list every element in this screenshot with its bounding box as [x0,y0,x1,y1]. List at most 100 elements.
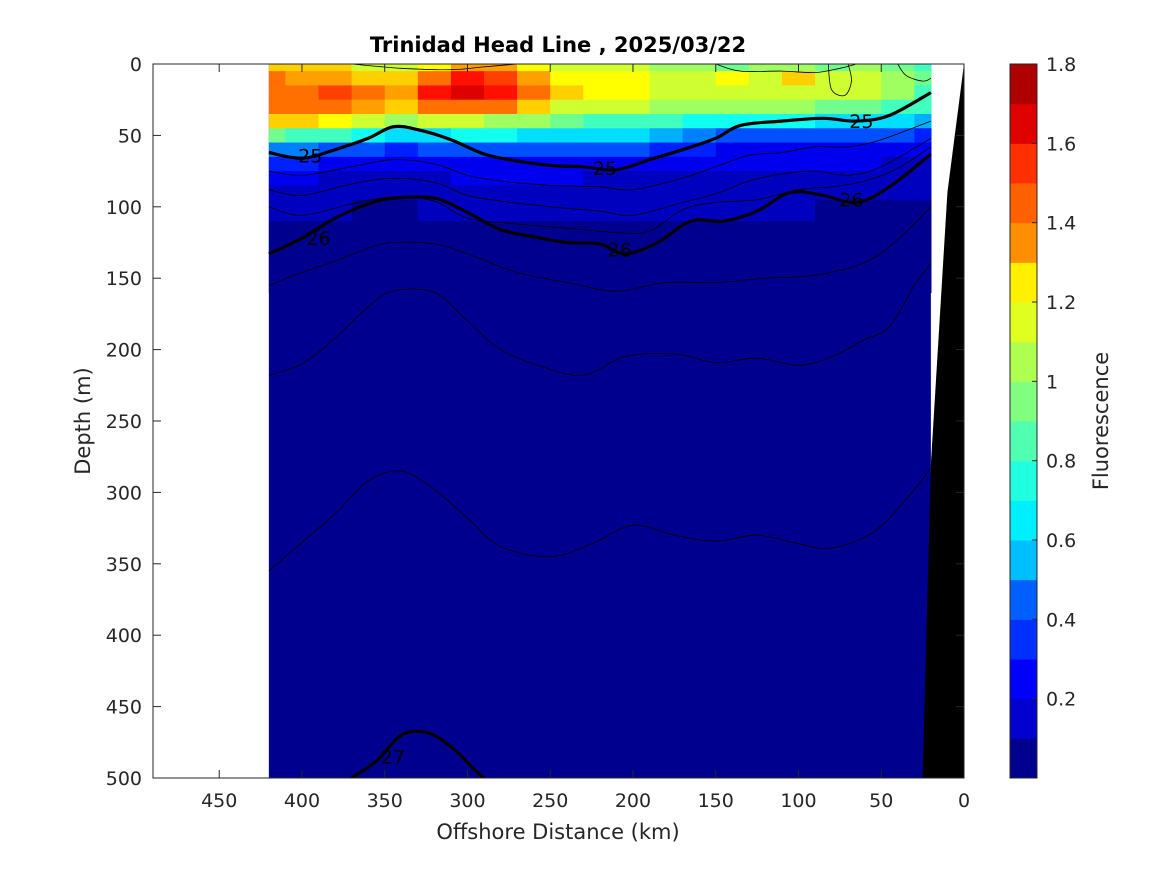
field-cell [748,185,783,201]
contour-label-group: 26 [839,190,863,212]
field-cell [384,99,419,115]
contour-label-group: 26 [306,228,330,250]
contour-label-group: 26 [608,240,632,262]
field-cell [417,99,452,115]
field-cell [881,71,915,87]
field-cell [268,64,287,72]
field-cell [815,256,849,294]
field-cell [815,128,849,144]
field-cell [384,71,419,87]
field-cell [318,128,353,144]
field-cell [682,221,717,258]
field-cell [450,71,485,87]
field-cell [517,71,551,87]
colorbar-band [1010,738,1037,779]
field-cell [815,142,849,158]
field-cell [583,221,618,258]
field-cell [914,199,932,222]
x-tick-label: 150 [698,790,734,812]
field-cell [848,71,882,87]
field-cell [682,256,717,294]
field-cell [550,128,584,144]
field-cell [914,185,932,201]
field-cell [616,99,651,115]
field-cell [450,256,485,294]
density-contour-minor [268,146,932,234]
field-cell [550,185,584,201]
colorbar-tick-label: 1 [1046,371,1058,393]
field-cell [285,156,320,172]
field-cell [781,256,816,294]
contour-label-group: 25 [593,158,617,180]
field-cell [815,156,849,172]
field-cell [384,113,419,129]
field-cell [384,221,419,258]
x-axis-label: Offshore Distance (km) [436,820,679,844]
field-cell [384,142,419,158]
x-tick-label: 300 [449,790,485,812]
field-cell [914,256,932,294]
field-cell [781,128,816,144]
colorbar-tick-label: 1.2 [1046,292,1076,314]
field-cell [848,99,882,115]
field-cell [848,256,882,294]
field-cell [384,256,419,294]
density-contour-minor [715,64,857,74]
field-cell [318,221,353,258]
colorbar-band [1010,262,1037,303]
field-cell [781,171,816,186]
colorbar-frame [1009,63,1038,779]
field-cell [914,113,932,129]
field-cell [649,171,684,186]
density-contour-minor [268,206,932,292]
field-cell [682,85,717,101]
field-cell [881,99,915,115]
field-cell [682,113,717,129]
field-cell [318,185,353,201]
y-tick-label: 350 [106,554,142,576]
field-cell [285,185,320,201]
contour-label: 25 [593,158,617,180]
y-tick-label: 250 [106,411,142,433]
field-cell [318,99,353,115]
colorbar-tick-label: 0.8 [1046,451,1076,473]
field-cell [616,113,651,129]
field-cell [649,85,684,101]
field-cell [583,199,618,222]
field-cell [881,64,915,72]
field-cell [881,156,915,172]
field-cell [268,71,287,87]
field-cell [649,64,684,72]
field-cell [484,142,518,158]
contour-label: 25 [849,111,873,133]
field-cell [517,171,551,186]
field-cell [848,221,882,258]
field-cell [550,71,584,87]
field-cell [848,64,882,72]
field-cell [484,99,518,115]
field-cell [748,221,783,258]
y-tick-label: 300 [106,482,142,504]
field-cell [351,142,386,158]
x-tick-label: 50 [869,790,893,812]
field-cell [583,142,618,158]
field-cell [268,256,287,294]
colorbar-label: Fluorescence [1089,352,1113,490]
field-cell [517,64,551,72]
field-cell [450,113,485,129]
field-cell [649,99,684,115]
colorbar-band [1010,540,1037,581]
field-cell [550,171,584,186]
field-cell [616,85,651,101]
field-cell [616,128,651,144]
field-cell [815,71,849,87]
x-tick-label: 400 [284,790,320,812]
y-tick-label: 50 [118,125,142,147]
colorbar-ticks: 0.2 0.4 0.6 0.8 1 1.2 1.4 1.6 1.8 [1032,54,1076,711]
chart-title: Trinidad Head Line , 2025/03/22 [370,33,746,57]
field-cell [848,199,882,222]
colorbar-tick-label: 0.4 [1046,609,1076,631]
density-contour-minor [897,64,932,82]
field-cell [781,99,816,115]
field-cell [268,99,287,115]
